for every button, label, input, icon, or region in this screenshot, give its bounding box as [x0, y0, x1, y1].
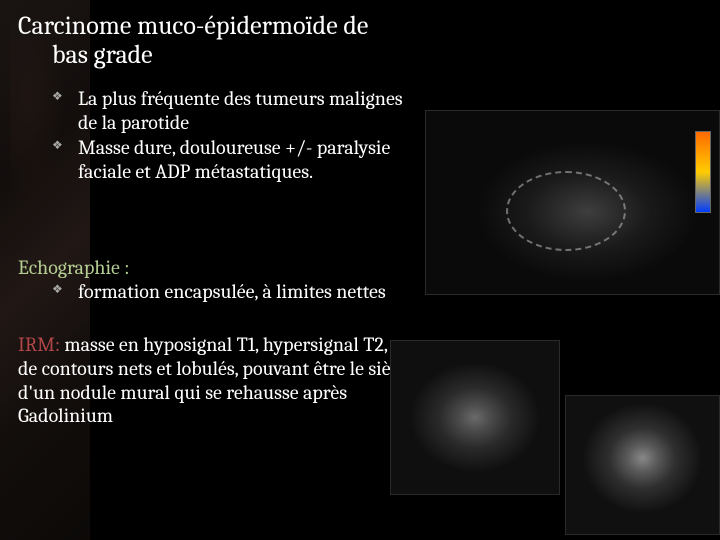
title-line-2: bas grade [18, 40, 153, 70]
main-bullet-list: La plus fréquente des tumeurs malignes d… [52, 87, 410, 183]
list-item: La plus fréquente des tumeurs malignes d… [52, 87, 410, 134]
list-item: formation encapsulée, à limites nettes [52, 280, 410, 304]
echo-bullet-list: formation encapsulée, à limites nettes [52, 280, 410, 304]
mri-t1-image [390, 340, 560, 495]
ultrasound-image [425, 110, 720, 295]
title-line-1: Carcinome muco-épidermoïde de [18, 11, 368, 41]
list-item: Masse dure, douloureuse +/- paralysie fa… [52, 136, 410, 183]
irm-body-text: masse en hyposignal T1, hypersignal T2, … [18, 333, 408, 427]
page-title: Carcinome muco-épidermoïde de bas grade [18, 12, 410, 69]
bullet-text: La plus fréquente des tumeurs malignes d… [78, 87, 403, 134]
bullet-text: formation encapsulée, à limites nettes [78, 280, 386, 303]
mri-t2-image [565, 395, 720, 535]
irm-section: IRM: masse en hyposignal T1, hypersignal… [18, 333, 410, 428]
slide-content: Carcinome muco-épidermoïde de bas grade … [0, 0, 420, 428]
echography-heading: Echographie : [18, 256, 410, 280]
irm-heading: IRM: [18, 333, 60, 356]
bullet-text: Masse dure, douloureuse +/- paralysie fa… [78, 136, 390, 183]
